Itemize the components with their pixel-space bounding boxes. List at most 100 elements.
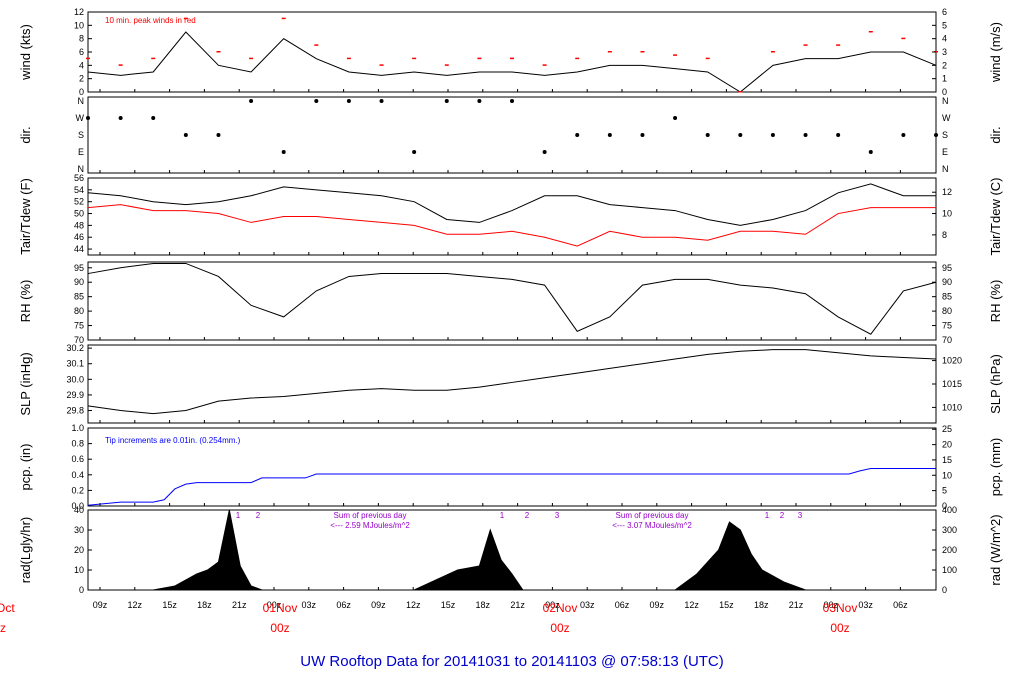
- y-tick-label-left: 90: [74, 277, 84, 287]
- day-hour-label: 00z: [550, 621, 569, 635]
- dir-point: [803, 133, 808, 137]
- rad-sum-annotation: Sum of previous day: [334, 511, 407, 520]
- wind-peak-mark: [607, 51, 612, 53]
- x-tick-label: 03z: [580, 600, 595, 610]
- x-tick-label: 09z: [650, 600, 665, 610]
- dir-point: [346, 99, 351, 103]
- y-tick-label-left: 0: [79, 87, 84, 97]
- y-tick-label-left: 20: [74, 545, 84, 555]
- wind-peak-mark: [640, 51, 645, 53]
- y-tick-label-left: W: [76, 113, 85, 123]
- y-tick-label-right: 10: [942, 209, 952, 219]
- wind-peak-mark: [86, 57, 90, 60]
- clipped-day-hour: z: [0, 621, 6, 635]
- dir-point: [901, 133, 906, 137]
- y-axis-label-right: RH (%): [988, 280, 1003, 323]
- y-axis-label-left: pcp. (in): [18, 444, 33, 491]
- y-tick-label-left: 75: [74, 321, 84, 331]
- dir-point: [151, 116, 156, 120]
- y-tick-label-right: 400: [942, 505, 957, 515]
- y-tick-label-right: 300: [942, 525, 957, 535]
- y-tick-label-right: E: [942, 147, 948, 157]
- wind-peak-mark: [673, 54, 678, 56]
- rad-marker: 1: [236, 511, 241, 520]
- day-hour-label: 00z: [270, 621, 289, 635]
- y-tick-label-left: 0.0: [71, 501, 84, 511]
- y-axis-label-left: rad(Lgly/hr): [18, 517, 33, 583]
- dir-point: [314, 99, 319, 103]
- x-tick-label: 09z: [93, 600, 108, 610]
- y-tick-label-left: 6: [79, 47, 84, 57]
- y-tick-label-left: 48: [74, 220, 84, 230]
- panel-frame: [87, 261, 937, 341]
- panel-frame: [87, 177, 937, 256]
- x-tick-label: 09z: [371, 600, 386, 610]
- y-tick-label-left: 8: [79, 34, 84, 44]
- y-tick-label-right: 4: [942, 34, 947, 44]
- tair-line: [87, 183, 936, 226]
- rad-marker: 1: [765, 511, 770, 520]
- x-tick-label: 21z: [510, 600, 525, 610]
- y-tick-label-left: 44: [74, 244, 84, 254]
- y-tick-label-left: S: [78, 130, 84, 140]
- rad-sum-annotation: Sum of previous day: [616, 511, 689, 520]
- dir-point: [379, 99, 384, 103]
- wind-peak-mark: [281, 17, 286, 20]
- y-axis-label-right: wind (m/s): [988, 22, 1003, 83]
- y-axis-label-left: Tair/Tdew (F): [18, 178, 33, 255]
- axes-layer: [88, 11, 936, 591]
- y-tick-label-left: N: [78, 164, 85, 174]
- y-tick-label-right: 1010: [942, 402, 962, 412]
- x-tick-label: 21z: [789, 600, 804, 610]
- y-axis-label-right: Tair/Tdew (C): [988, 177, 1003, 255]
- dir-point: [444, 99, 449, 103]
- y-tick-label-left: 54: [74, 185, 84, 195]
- y-tick-label-right: 100: [942, 565, 957, 575]
- y-axis-label-right: pcp. (mm): [988, 438, 1003, 497]
- wind-peak-mark: [412, 57, 417, 60]
- y-tick-label-right: 0: [942, 585, 947, 595]
- x-tick-label: 06z: [336, 600, 351, 610]
- y-tick-label-right: 5: [942, 486, 947, 496]
- y-tick-label-right: 95: [942, 263, 952, 273]
- y-tick-label-right: 3: [942, 47, 947, 57]
- wind-peak-mark: [444, 64, 449, 66]
- rad-area: [153, 509, 806, 591]
- rad-marker: 2: [256, 511, 261, 520]
- wind-peak-mark: [151, 57, 156, 60]
- clipped-day-date: Oct: [0, 601, 15, 615]
- y-tick-label-left: 46: [74, 232, 84, 242]
- dir-point: [118, 116, 123, 120]
- x-tick-label: 12z: [684, 600, 699, 610]
- x-tick-label: 00z: [824, 600, 839, 610]
- dir-point: [575, 133, 580, 137]
- dir-point: [640, 133, 645, 137]
- y-tick-label-left: 30: [74, 525, 84, 535]
- series-layer: [86, 17, 938, 591]
- wind-peak-mark: [249, 57, 254, 60]
- panel-frame: [87, 11, 937, 93]
- x-tick-label: 00z: [267, 600, 282, 610]
- dir-point: [216, 133, 221, 137]
- day-date-label: 01Nov: [263, 601, 298, 615]
- tdew-line: [87, 204, 936, 247]
- wind-peak-mark: [542, 64, 547, 66]
- dir-point: [542, 150, 547, 154]
- y-tick-label-left: 70: [74, 335, 84, 345]
- dir-point: [510, 99, 514, 103]
- rh-line: [87, 262, 937, 335]
- x-tick-label: 12z: [128, 600, 143, 610]
- wind-peak-mark: [346, 57, 351, 60]
- y-tick-label-left: 0.6: [71, 454, 84, 464]
- wind-speed-line: [87, 31, 937, 93]
- dir-point: [412, 150, 417, 154]
- dir-point: [86, 116, 90, 120]
- y-tick-label-right: 1020: [942, 356, 962, 366]
- text-layer: UW Rooftop Data for 20141031 to 20141103…: [0, 7, 1003, 670]
- pcp-line: [87, 468, 936, 506]
- y-tick-label-right: 75: [942, 321, 952, 331]
- y-tick-label-right: 70: [942, 335, 952, 345]
- x-tick-label: 12z: [406, 600, 421, 610]
- wind-peak-mark: [477, 57, 482, 60]
- y-axis-label-right: rad (W/m^2): [988, 514, 1003, 585]
